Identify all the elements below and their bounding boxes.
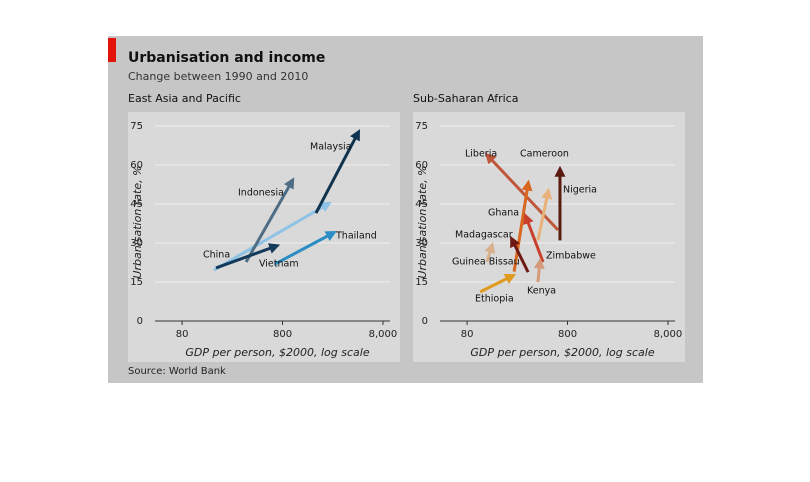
arrow (484, 241, 496, 263)
y-tick-label: 60 (415, 160, 428, 171)
arrow (523, 212, 545, 263)
y-tick-label: 60 (130, 160, 143, 171)
series-label: Kenya (527, 286, 556, 297)
y-tick-label: 0 (422, 316, 428, 327)
series-label: Indonesia (238, 188, 284, 199)
series-label: Thailand (335, 231, 377, 242)
arrow (484, 152, 560, 232)
series-label: Madagascar (455, 230, 513, 241)
y-tick-label: 75 (415, 121, 428, 132)
x-tick-label: 8,000 (369, 329, 398, 340)
series-label: Ghana (488, 208, 519, 219)
arrow (510, 235, 530, 273)
series-label: Liberia (465, 149, 497, 160)
series-label: China (203, 250, 230, 261)
arrow (533, 257, 545, 283)
series-label: Vietnam (259, 259, 299, 270)
y-axis-label: Urbanisation rate, % (416, 165, 429, 278)
source: Source: World Bank (128, 366, 226, 377)
series-label: Malaysia (310, 142, 352, 153)
y-tick-label: 45 (130, 199, 143, 210)
arrow (213, 201, 332, 272)
arrow (244, 177, 295, 263)
x-tick-label: 80 (176, 329, 189, 340)
x-axis-label: GDP per person, $2000, log scale (185, 346, 369, 359)
y-tick-label: 45 (415, 199, 428, 210)
y-tick-label: 0 (137, 316, 143, 327)
y-tick-label: 30 (415, 238, 428, 249)
panel (128, 112, 400, 362)
x-tick-label: 800 (273, 329, 292, 340)
series-label: Cameroon (520, 149, 569, 160)
panel-title: East Asia and Pacific (128, 92, 241, 105)
arrow (274, 231, 337, 266)
x-tick-label: 80 (461, 329, 474, 340)
red-tab (108, 38, 116, 62)
series-label: Guinea Bissau (452, 257, 520, 268)
arrow (512, 179, 533, 272)
title: Urbanisation and income (128, 50, 325, 66)
x-tick-label: 8,000 (654, 329, 683, 340)
series-label: Ethiopia (475, 294, 514, 305)
x-tick-label: 800 (558, 329, 577, 340)
y-tick-label: 15 (415, 277, 428, 288)
arrow (314, 129, 361, 214)
y-tick-label: 15 (130, 277, 143, 288)
y-axis-label: Urbanisation rate, % (131, 165, 144, 278)
y-tick-label: 75 (130, 121, 143, 132)
subtitle: Change between 1990 and 2010 (128, 70, 308, 83)
arrow (479, 274, 517, 294)
series-label: Zimbabwe (546, 251, 596, 262)
arrow (215, 243, 281, 270)
x-axis-label: GDP per person, $2000, log scale (470, 346, 654, 359)
series-label: Nigeria (563, 185, 597, 196)
panel-title: Sub-Saharan Africa (413, 92, 518, 105)
panel (413, 112, 685, 362)
arrow (536, 187, 553, 241)
y-tick-label: 30 (130, 238, 143, 249)
